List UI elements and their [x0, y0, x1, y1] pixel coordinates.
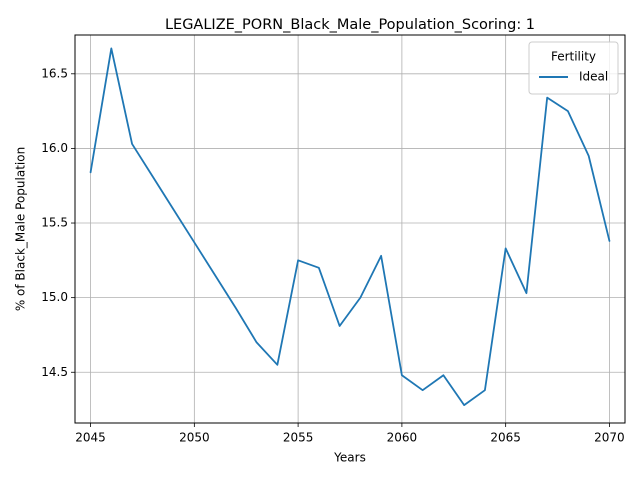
legend-title: Fertility [551, 50, 596, 64]
y-tick-label: 15.0 [41, 290, 68, 304]
x-tick-label: 2065 [490, 431, 521, 445]
legend-box [528, 41, 619, 95]
x-axis: 2045 2050 2055 2060 2065 2070 [75, 423, 625, 445]
y-tick-label: 16.5 [41, 66, 68, 80]
y-tick-label: 16.0 [41, 141, 68, 155]
x-axis-title: Years [333, 451, 366, 465]
y-axis-title: % of Black_Male Population [14, 147, 28, 311]
chart-title: LEGALIZE_PORN_Black_Male_Population_Scor… [165, 17, 535, 33]
legend: Fertility Ideal [528, 41, 619, 95]
x-tick-label: 2045 [75, 431, 106, 445]
y-axis: 14.5 15.0 15.5 16.0 16.5 [41, 66, 75, 379]
y-tick-label: 15.5 [41, 216, 68, 230]
series-line-ideal [89, 47, 611, 406]
legend-label-ideal: Ideal [579, 70, 608, 84]
x-tick-label: 2060 [387, 431, 418, 445]
x-tick-label: 2070 [594, 431, 625, 445]
x-tick-label: 2050 [179, 431, 210, 445]
series-layer [89, 47, 611, 406]
y-tick-label: 14.5 [41, 365, 68, 379]
x-tick-label: 2055 [283, 431, 314, 445]
plot-frame [74, 34, 626, 424]
